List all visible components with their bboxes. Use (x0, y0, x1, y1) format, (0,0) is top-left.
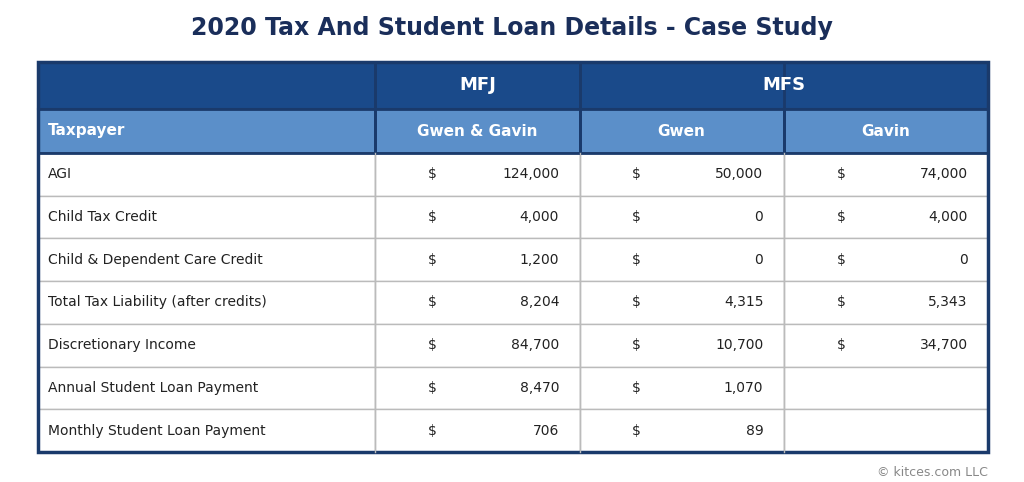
Text: $: $ (428, 338, 437, 352)
Bar (580, 109, 783, 153)
Text: 34,700: 34,700 (920, 338, 968, 352)
Text: 4,000: 4,000 (928, 210, 968, 224)
Bar (38, 196, 375, 239)
Text: Child & Dependent Care Credit: Child & Dependent Care Credit (48, 253, 263, 267)
Text: 1,070: 1,070 (724, 381, 763, 395)
Bar (38, 153, 375, 196)
Text: 124,000: 124,000 (502, 167, 559, 181)
Text: 10,700: 10,700 (715, 338, 763, 352)
Text: 0: 0 (755, 253, 763, 267)
Bar (375, 324, 580, 367)
Text: $: $ (837, 167, 846, 181)
Bar (38, 62, 988, 452)
Text: 706: 706 (532, 424, 559, 438)
Text: Annual Student Loan Payment: Annual Student Loan Payment (48, 381, 258, 395)
Text: MFS: MFS (762, 77, 805, 94)
Text: AGI: AGI (48, 167, 72, 181)
Bar (783, 153, 988, 196)
Bar (375, 367, 580, 409)
Bar (783, 409, 988, 452)
Text: 4,000: 4,000 (520, 210, 559, 224)
Text: Gavin: Gavin (861, 123, 910, 138)
Bar (580, 324, 783, 367)
Text: 0: 0 (958, 253, 968, 267)
Text: $: $ (632, 424, 641, 438)
Bar (783, 367, 988, 409)
Bar (375, 109, 580, 153)
Bar (580, 367, 783, 409)
Text: MFJ: MFJ (459, 77, 496, 94)
Text: $: $ (837, 295, 846, 309)
Bar (375, 62, 580, 109)
Text: 2020 Tax And Student Loan Details - Case Study: 2020 Tax And Student Loan Details - Case… (191, 16, 833, 40)
Bar (38, 281, 375, 324)
Bar (783, 239, 988, 281)
Text: 8,204: 8,204 (519, 295, 559, 309)
Bar (580, 153, 783, 196)
Text: Monthly Student Loan Payment: Monthly Student Loan Payment (48, 424, 265, 438)
Bar (580, 62, 988, 109)
Text: 84,700: 84,700 (511, 338, 559, 352)
Bar (783, 281, 988, 324)
Text: $: $ (632, 295, 641, 309)
Text: Child Tax Credit: Child Tax Credit (48, 210, 157, 224)
Bar (38, 367, 375, 409)
Text: $: $ (632, 210, 641, 224)
Bar (38, 409, 375, 452)
Text: $: $ (837, 338, 846, 352)
Text: $: $ (837, 210, 846, 224)
Bar (38, 109, 375, 153)
Text: 50,000: 50,000 (715, 167, 763, 181)
Bar (38, 239, 375, 281)
Text: $: $ (428, 424, 437, 438)
Text: 4,315: 4,315 (724, 295, 763, 309)
Text: © kitces.com LLC: © kitces.com LLC (878, 466, 988, 479)
Text: Total Tax Liability (after credits): Total Tax Liability (after credits) (48, 295, 266, 309)
Bar (580, 239, 783, 281)
Text: $: $ (837, 253, 846, 267)
Text: Discretionary Income: Discretionary Income (48, 338, 196, 352)
Text: 74,000: 74,000 (920, 167, 968, 181)
Bar (375, 239, 580, 281)
Text: $: $ (632, 167, 641, 181)
Text: $: $ (632, 338, 641, 352)
Bar (375, 281, 580, 324)
Bar (38, 62, 375, 109)
Bar (580, 196, 783, 239)
Text: Gwen: Gwen (657, 123, 706, 138)
Bar (783, 196, 988, 239)
Text: $: $ (632, 253, 641, 267)
Text: $: $ (428, 253, 437, 267)
Text: $: $ (428, 381, 437, 395)
Text: 8,470: 8,470 (519, 381, 559, 395)
Text: Gwen & Gavin: Gwen & Gavin (417, 123, 538, 138)
Text: 89: 89 (745, 424, 763, 438)
Text: 0: 0 (755, 210, 763, 224)
Text: $: $ (632, 381, 641, 395)
Bar (375, 409, 580, 452)
Bar (783, 109, 988, 153)
Bar (38, 324, 375, 367)
Text: Taxpayer: Taxpayer (48, 123, 125, 138)
Text: $: $ (428, 167, 437, 181)
Bar (580, 409, 783, 452)
Text: 5,343: 5,343 (928, 295, 968, 309)
Text: 1,200: 1,200 (519, 253, 559, 267)
Text: $: $ (428, 295, 437, 309)
Bar (580, 281, 783, 324)
Bar (375, 153, 580, 196)
Bar (375, 196, 580, 239)
Bar (783, 324, 988, 367)
Text: $: $ (428, 210, 437, 224)
